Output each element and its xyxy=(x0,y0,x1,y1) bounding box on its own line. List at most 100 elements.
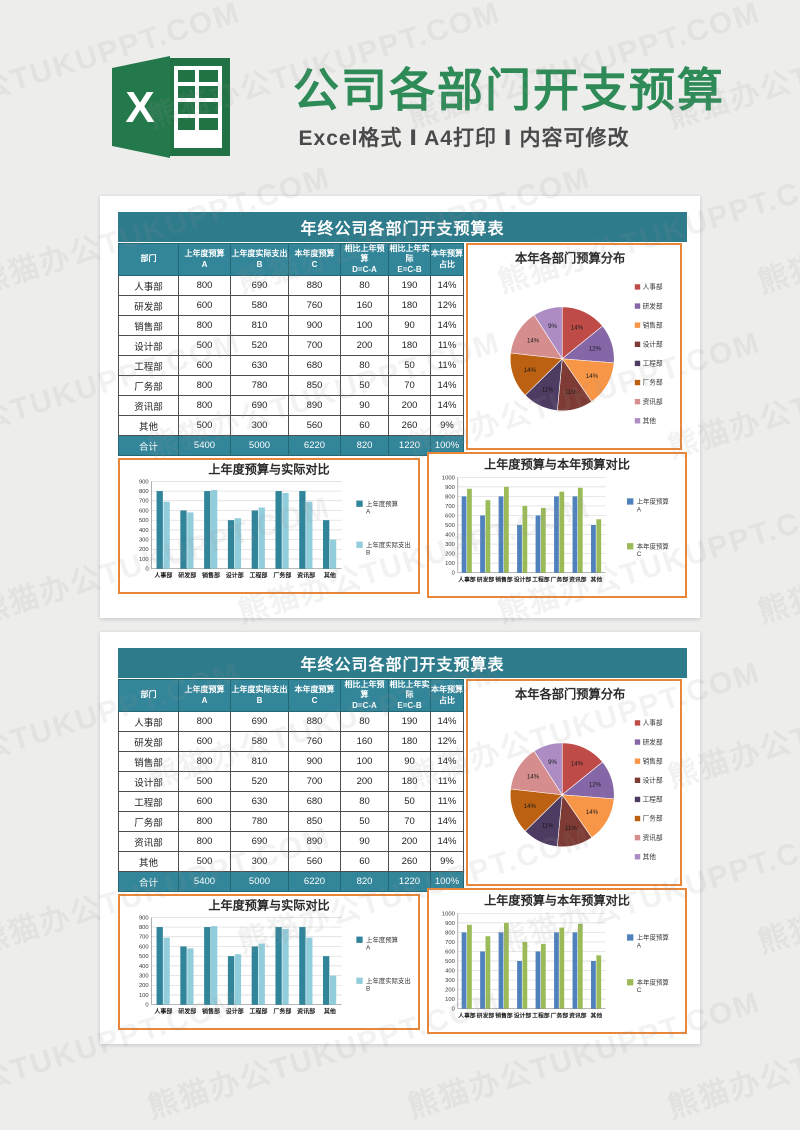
svg-text:300: 300 xyxy=(139,538,149,544)
svg-text:500: 500 xyxy=(445,523,455,529)
table-cell: 9% xyxy=(430,415,464,437)
svg-text:100: 100 xyxy=(139,557,149,563)
svg-text:800: 800 xyxy=(445,930,455,936)
table-cell: 100 xyxy=(340,315,389,337)
bar-设计部 xyxy=(234,518,242,569)
table-cell: 780 xyxy=(230,375,289,397)
bar-设计部 xyxy=(517,525,522,573)
svg-text:300: 300 xyxy=(445,542,455,548)
legend-swatch xyxy=(634,398,641,405)
legend-label: 人事部 xyxy=(643,282,663,291)
table-cell: 200 xyxy=(340,335,389,357)
legend-label: B xyxy=(366,986,370,993)
svg-text:200: 200 xyxy=(445,988,455,994)
legend-swatch xyxy=(634,796,641,803)
bar-销售部 xyxy=(211,926,218,1005)
table-cell: 800 xyxy=(178,711,231,733)
pie-chart-box: 本年各部门预算分布 14% 12% 14% 11% 11% 14% 14% 9% 人事部 研发部 销售… xyxy=(466,243,682,450)
legend-swatch xyxy=(634,758,641,764)
bar-工程部 xyxy=(251,510,258,569)
bar-研发部 xyxy=(480,951,485,1009)
svg-text:900: 900 xyxy=(445,921,455,927)
budget-table: 部门 上年度预算 A 上年度实际支出 B 本年度预算 C 相比上年预算 D=C-A 相比上年实际 E… xyxy=(118,678,464,893)
bar-资讯部 xyxy=(577,923,583,1009)
table-cell: 800 xyxy=(178,811,231,833)
bar-销售部 xyxy=(503,486,509,573)
bar-销售部 xyxy=(211,490,218,569)
legend-label: 工程部 xyxy=(643,795,663,804)
bar-设计部 xyxy=(522,941,528,1009)
pie-chart-box: 本年各部门预算分布 14% 12% 14% 11% 11% 14% 14% 9% 人事部 研发部 销售… xyxy=(466,679,682,886)
svg-text:0: 0 xyxy=(452,571,456,577)
table-cell: 资讯部 xyxy=(118,395,179,417)
column-header: 部门 xyxy=(118,242,179,277)
table-cell: 800 xyxy=(178,375,231,397)
table-row: 人事部 800 690 880 80 190 14% xyxy=(118,711,464,733)
bar-chart-actual-box: 上年度预算与实际对比 0 100 200 300 400 500 600 700 800 900 人事… xyxy=(118,894,420,1030)
legend-swatch xyxy=(634,834,641,841)
svg-text:900: 900 xyxy=(139,479,149,485)
table-cell: 14% xyxy=(430,375,464,397)
table-row: 厂务部 800 780 850 50 70 14% xyxy=(118,375,464,397)
legend-label: 本年度预算 xyxy=(637,977,670,986)
bar-资讯部 xyxy=(306,937,313,1005)
table-cell: 680 xyxy=(288,791,341,813)
svg-text:400: 400 xyxy=(139,964,149,970)
legend-label: B xyxy=(366,550,370,557)
table-cell: 850 xyxy=(288,811,341,833)
bar-chart-budget-box: 上年度预算与本年预算对比 0 100 200 300 400 500 600 700 800 900… xyxy=(427,888,687,1034)
legend-swatch xyxy=(634,379,641,386)
svg-text:14%: 14% xyxy=(571,325,584,332)
bar-设计部 xyxy=(522,505,528,573)
table-cell: 5400 xyxy=(178,435,231,457)
table-cell: 90 xyxy=(388,315,431,337)
table-cell: 500 xyxy=(178,415,231,437)
table-cell: 资讯部 xyxy=(118,831,179,853)
table-cell: 690 xyxy=(230,831,289,853)
table-cell: 14% xyxy=(430,831,464,853)
table-cell: 810 xyxy=(230,315,289,337)
table-cell: 880 xyxy=(288,711,341,733)
table-cell: 80 xyxy=(340,791,389,813)
svg-text:900: 900 xyxy=(139,915,149,921)
table-cell: 研发部 xyxy=(118,295,179,317)
svg-text:研发部: 研发部 xyxy=(477,1011,495,1019)
table-cell: 销售部 xyxy=(118,751,179,773)
watermark-text: 熊猫办公TUKUPPT.COM xyxy=(754,490,800,630)
svg-text:资讯部: 资讯部 xyxy=(297,1007,315,1015)
pie-chart: 本年各部门预算分布 14% 12% 14% 11% 11% 14% 14% 9% 人事部研发部销售… xyxy=(509,251,663,425)
table-row: 销售部 800 810 900 100 90 14% xyxy=(118,315,464,337)
svg-text:200: 200 xyxy=(445,552,455,558)
column-header: 本年度预算 C xyxy=(288,678,341,713)
legend-swatch xyxy=(634,815,641,822)
bar-研发部 xyxy=(480,515,485,573)
table-cell: 12% xyxy=(430,295,464,317)
table-row: 人事部 800 690 880 80 190 14% xyxy=(118,275,464,297)
legend-label: 设计部 xyxy=(643,340,663,349)
table-cell: 1220 xyxy=(388,871,431,893)
table-row: 工程部 600 630 680 80 50 11% xyxy=(118,791,464,813)
svg-text:11%: 11% xyxy=(565,389,577,396)
bar-chart-budget-box: 上年度预算与本年预算对比 0 100 200 300 400 500 600 700 800 900… xyxy=(427,452,687,598)
svg-text:800: 800 xyxy=(445,494,455,500)
column-header: 相比上年预算 D=C-A xyxy=(340,242,389,277)
legend-label: 销售部 xyxy=(643,320,663,329)
bar-其他 xyxy=(329,539,337,569)
svg-text:600: 600 xyxy=(445,513,455,519)
bar-研发部 xyxy=(485,500,491,573)
table-cell: 80 xyxy=(340,355,389,377)
table-cell: 800 xyxy=(178,315,231,337)
column-header: 本年预算 占比 xyxy=(430,242,464,277)
legend-swatch xyxy=(356,541,363,548)
table-cell: 工程部 xyxy=(118,791,179,813)
column-header: 相比上年实际 E=C-B xyxy=(388,242,431,277)
table-cell: 800 xyxy=(178,831,231,853)
table-row: 研发部 600 580 760 160 180 12% xyxy=(118,295,464,317)
table-cell: 厂务部 xyxy=(118,811,179,833)
svg-text:400: 400 xyxy=(445,532,455,538)
bar-销售部 xyxy=(503,922,509,1009)
column-header: 本年度预算 C xyxy=(288,242,341,277)
bar-chart-actual-box: 上年度预算与实际对比 0 100 200 300 400 500 600 700 800 900 人事… xyxy=(118,458,420,594)
bar-厂务部 xyxy=(559,491,565,573)
legend-swatch xyxy=(634,322,641,328)
